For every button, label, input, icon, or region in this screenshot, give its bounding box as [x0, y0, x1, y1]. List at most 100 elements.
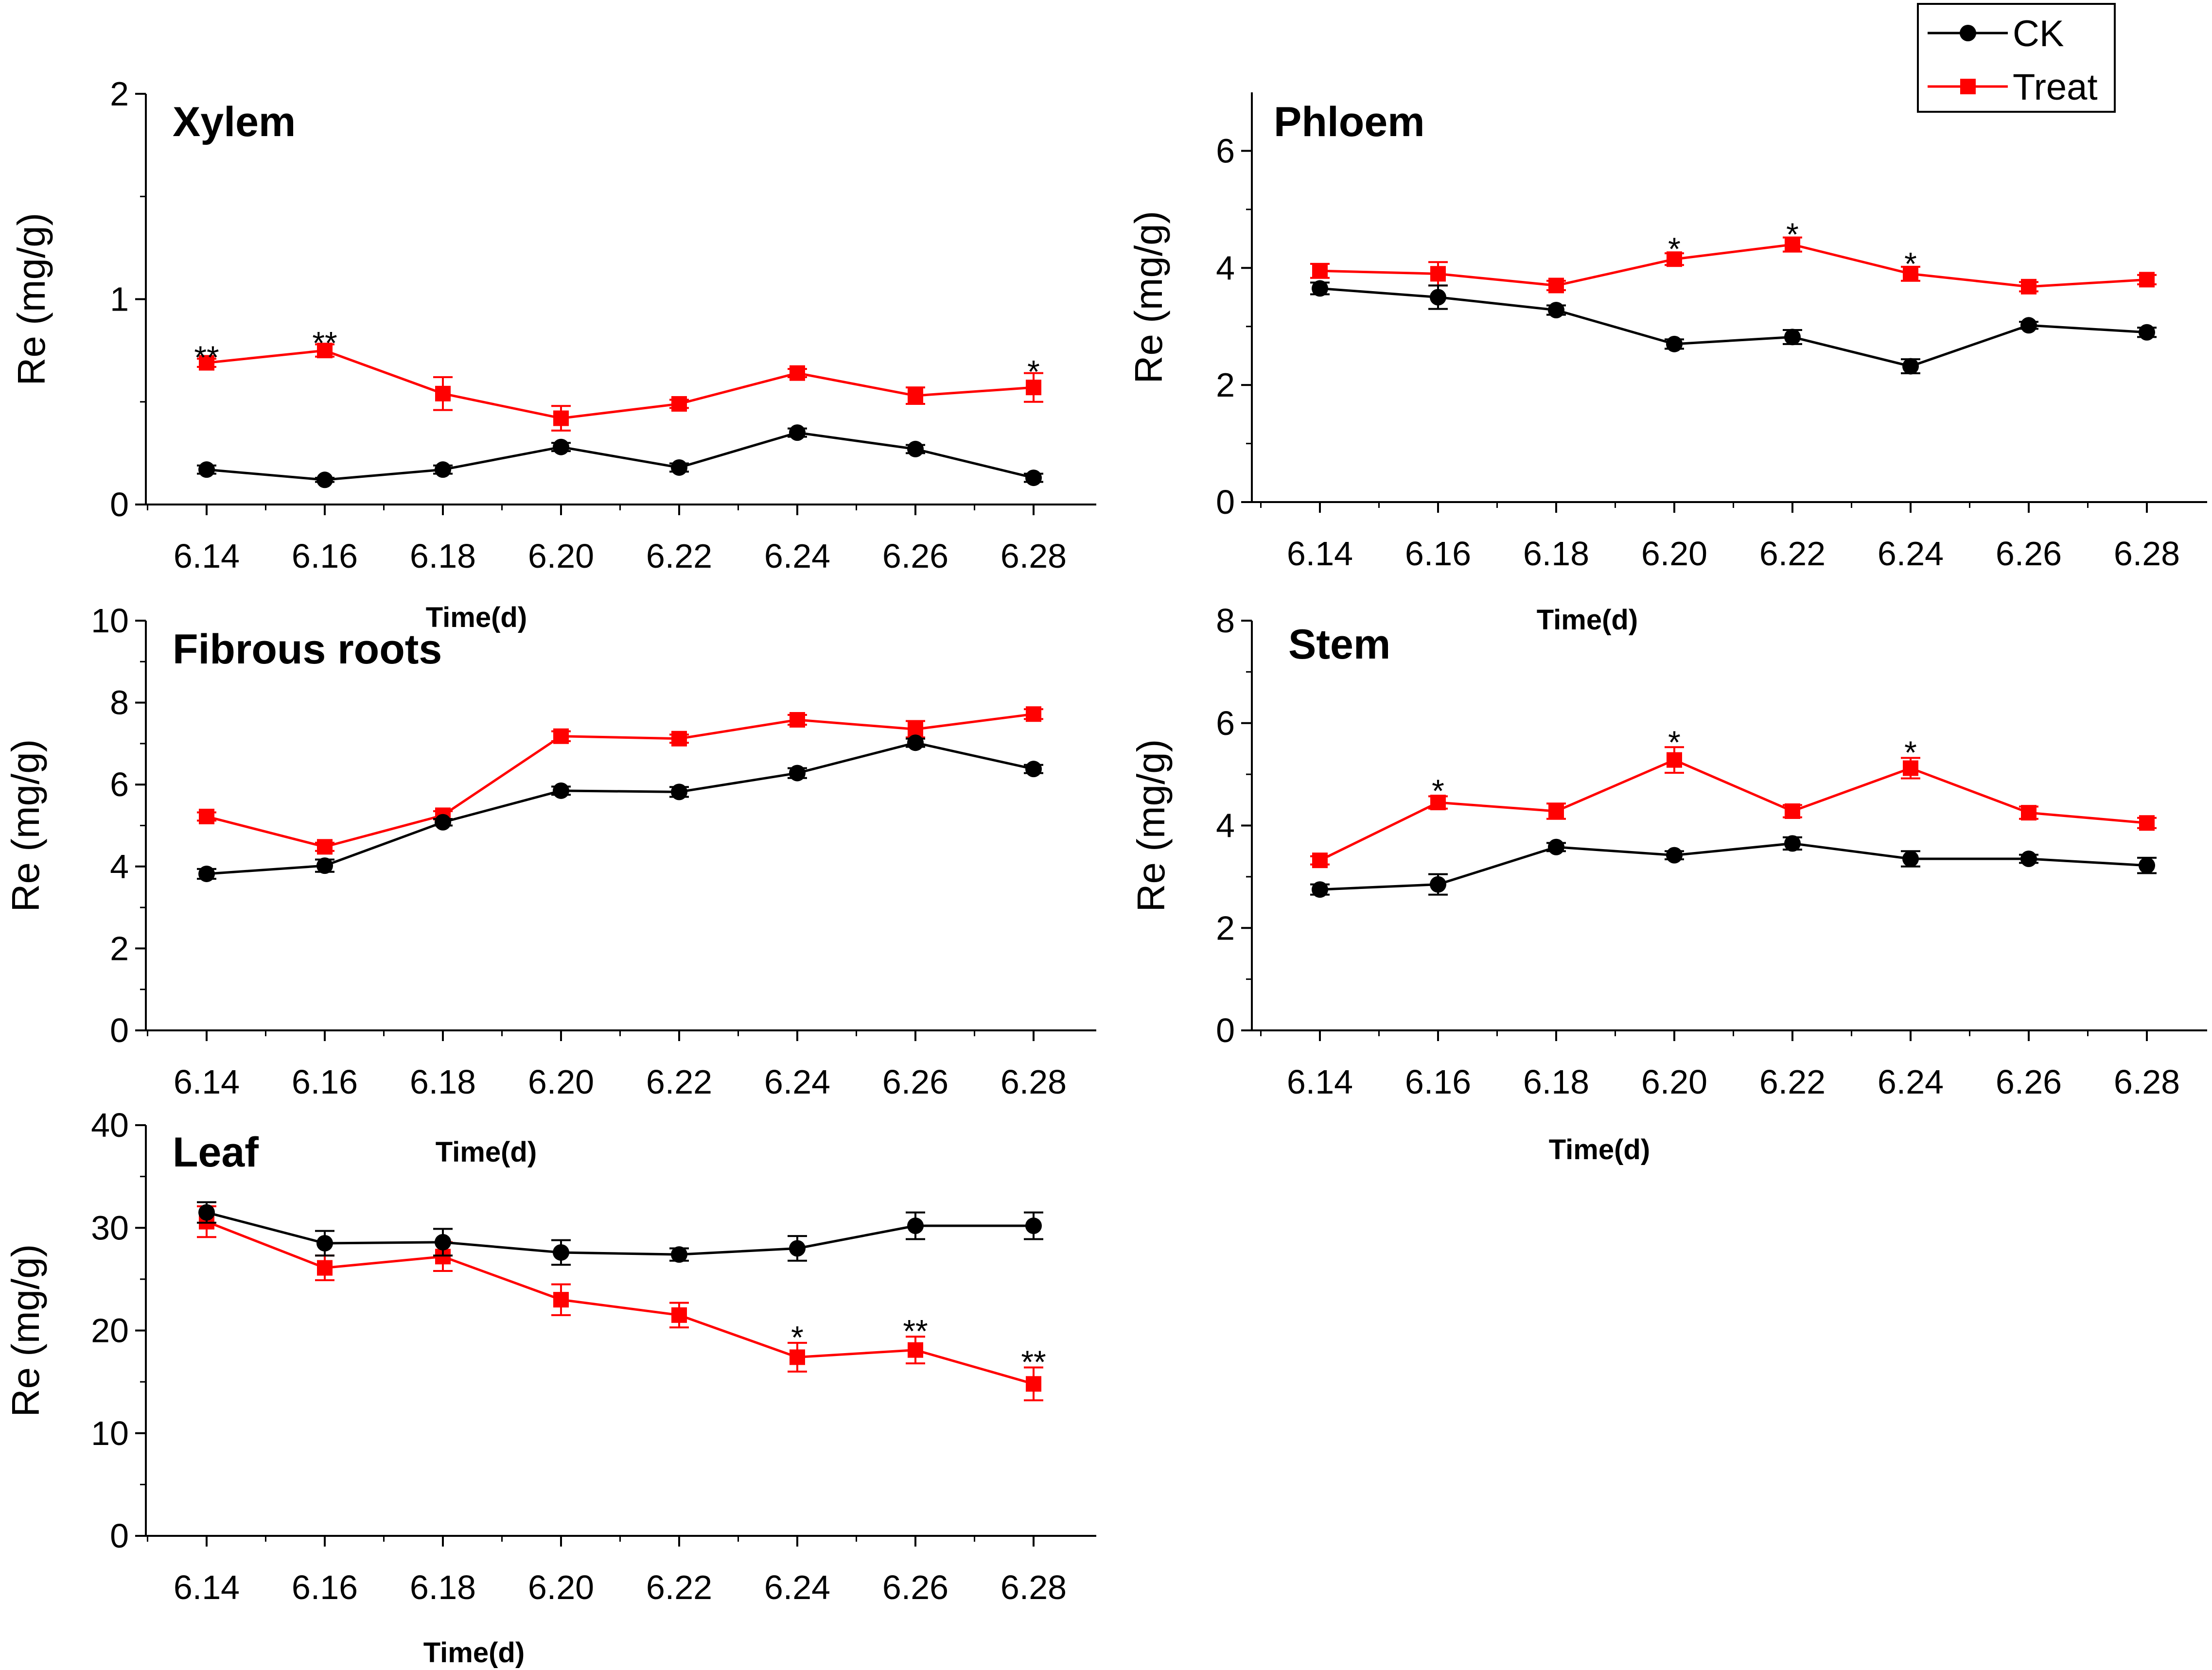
legend-item-ck: CK	[1928, 13, 2064, 54]
leaf-ck-series	[197, 1201, 1043, 1266]
xylem-title: Xylem	[173, 99, 296, 145]
fibrous-roots-ck-point	[316, 857, 333, 874]
legend-label-ck: CK	[2013, 13, 2064, 54]
phloem-y-tick-label: 4	[1216, 249, 1235, 287]
xylem-ck-point	[907, 440, 924, 457]
xylem-treat-series	[197, 343, 1043, 432]
phloem-treat-point	[1430, 266, 1446, 282]
stem-y-tick-label: 4	[1216, 807, 1235, 845]
stem-treat-point	[1903, 760, 1918, 776]
xylem-x-tick-label: 6.14	[174, 537, 240, 575]
fibrous-roots-x-axis-label: Time(d)	[436, 1136, 537, 1168]
xylem-treat-point	[671, 396, 687, 412]
leaf-treat-line	[206, 1220, 1034, 1385]
fibrous-roots-ck-point	[198, 865, 215, 882]
phloem-treat-point	[2021, 278, 2036, 295]
panel-leaf: 0 10 20 30 40 6.14 6.16 6.18 6.20 6.22 6.24 6.26 6.2…	[4, 1106, 1096, 1669]
legend-label-treat: Treat	[2013, 67, 2098, 108]
leaf-ck-point	[435, 1234, 451, 1251]
phloem-treat-point	[1785, 237, 1800, 253]
stem-ck-point	[1548, 838, 1564, 855]
leaf-ck-point	[1025, 1218, 1042, 1235]
fibrous-roots-y-tick-label: 4	[110, 848, 129, 886]
stem-ck-point	[2020, 850, 2037, 867]
xylem-x-tick-label: 6.28	[1001, 537, 1067, 575]
phloem-treat-point	[1667, 251, 1682, 267]
stem-treat-point	[1430, 795, 1446, 811]
fibrous-roots-treat-point	[908, 721, 923, 737]
phloem-ck-series	[1310, 280, 2157, 375]
phloem-y-axis-label: Re (mg/g)	[1127, 211, 1170, 384]
leaf-treat-point	[317, 1260, 333, 1276]
phloem-x-tick-label: 6.24	[1878, 535, 1944, 573]
phloem-treat-point	[1312, 263, 1328, 279]
leaf-significance-mark: **	[903, 1313, 928, 1349]
fibrous-roots-ck-series	[197, 734, 1043, 882]
panel-fibrous-roots: 0 2 4 6 8 10 6.14 6.16 6.18 6.20 6.22 6.24 6.26 6.28 R…	[4, 602, 1096, 1168]
leaf-x-axis-label: Time(d)	[423, 1637, 525, 1669]
fibrous-roots-ck-point	[553, 782, 569, 799]
phloem-treat-line	[1319, 243, 2147, 288]
xylem-y-tick-label: 0	[110, 486, 129, 523]
fibrous-roots-x-tick-label: 6.26	[882, 1063, 948, 1101]
stem-x-tick-label: 6.24	[1878, 1063, 1944, 1101]
fibrous-roots-x-tick-label: 6.22	[646, 1063, 712, 1101]
phloem-significance-mark: *	[1668, 231, 1681, 267]
fibrous-roots-treat-point	[317, 839, 333, 855]
leaf-x-tick-label: 6.16	[292, 1568, 358, 1606]
stem-x-tick-label: 6.28	[2114, 1063, 2180, 1101]
phloem-ck-point	[1548, 301, 1564, 318]
fibrous-roots-treat-line	[206, 713, 1034, 848]
phloem-ck-point	[2020, 317, 2037, 334]
xylem-x-tick-label: 6.22	[646, 537, 712, 575]
stem-x-tick-label: 6.26	[1996, 1063, 2062, 1101]
legend-item-treat: Treat	[1928, 67, 2098, 108]
xylem-x-tick-label: 6.20	[528, 537, 594, 575]
xylem-x-tick-label: 6.26	[882, 537, 948, 575]
fibrous-roots-y-axis-label: Re (mg/g)	[4, 739, 47, 912]
phloem-x-tick-label: 6.18	[1523, 535, 1589, 573]
stem-ck-point	[1430, 876, 1446, 893]
phloem-ck-point	[1666, 335, 1683, 352]
stem-treat-point	[2139, 815, 2155, 831]
xylem-x-tick-label: 6.16	[292, 537, 358, 575]
fibrous-roots-treat-series	[197, 706, 1043, 855]
stem-ck-point	[1902, 850, 1919, 867]
xylem-ck-point	[671, 459, 687, 476]
fibrous-roots-x-tick-label: 6.16	[292, 1063, 358, 1101]
phloem-treat-point	[2139, 272, 2155, 288]
xylem-significance-mark: **	[312, 325, 337, 361]
panel-xylem: 0 1 2 6.14 6.16 6.18 6.20 6.22 6.24 6.26 6.28 Re (m…	[10, 75, 1096, 633]
fibrous-roots-ck-point	[789, 765, 806, 782]
leaf-ck-point	[553, 1244, 569, 1261]
fibrous-roots-y-tick-label: 2	[110, 929, 129, 967]
xylem-y-tick-label: 1	[110, 280, 129, 318]
leaf-x-tick-label: 6.20	[528, 1568, 594, 1606]
leaf-significance-mark: *	[791, 1319, 804, 1355]
stem-ck-series	[1310, 835, 2157, 898]
stem-significance-mark: *	[1904, 734, 1917, 770]
stem-title: Stem	[1288, 621, 1390, 668]
leaf-significance-mark: **	[1021, 1344, 1046, 1380]
leaf-x-tick-label: 6.24	[764, 1568, 830, 1606]
leaf-treat-point	[908, 1342, 923, 1358]
legend: CK Treat	[1917, 3, 2116, 113]
xylem-significance-mark: **	[194, 339, 219, 375]
phloem-x-axis-label: Time(d)	[1537, 604, 1638, 636]
xylem-ck-point	[553, 438, 569, 455]
xylem-treat-point	[199, 355, 214, 371]
stem-treat-point	[1667, 752, 1682, 768]
stem-ck-point	[1666, 847, 1683, 864]
stem-y-tick-label: 6	[1216, 704, 1235, 742]
fibrous-roots-treat-point	[1026, 706, 1041, 722]
phloem-x-tick-label: 6.14	[1287, 535, 1353, 573]
stem-y-tick-label: 0	[1216, 1011, 1235, 1049]
stem-x-tick-label: 6.16	[1405, 1063, 1471, 1101]
stem-y-axis-label: Re (mg/g)	[1129, 739, 1173, 912]
phloem-y-tick-label: 0	[1216, 483, 1235, 521]
xylem-treat-point	[790, 365, 805, 381]
fibrous-roots-y-tick-label: 0	[110, 1011, 129, 1049]
stem-x-tick-label: 6.14	[1287, 1063, 1353, 1101]
legend-box	[1917, 3, 2116, 113]
